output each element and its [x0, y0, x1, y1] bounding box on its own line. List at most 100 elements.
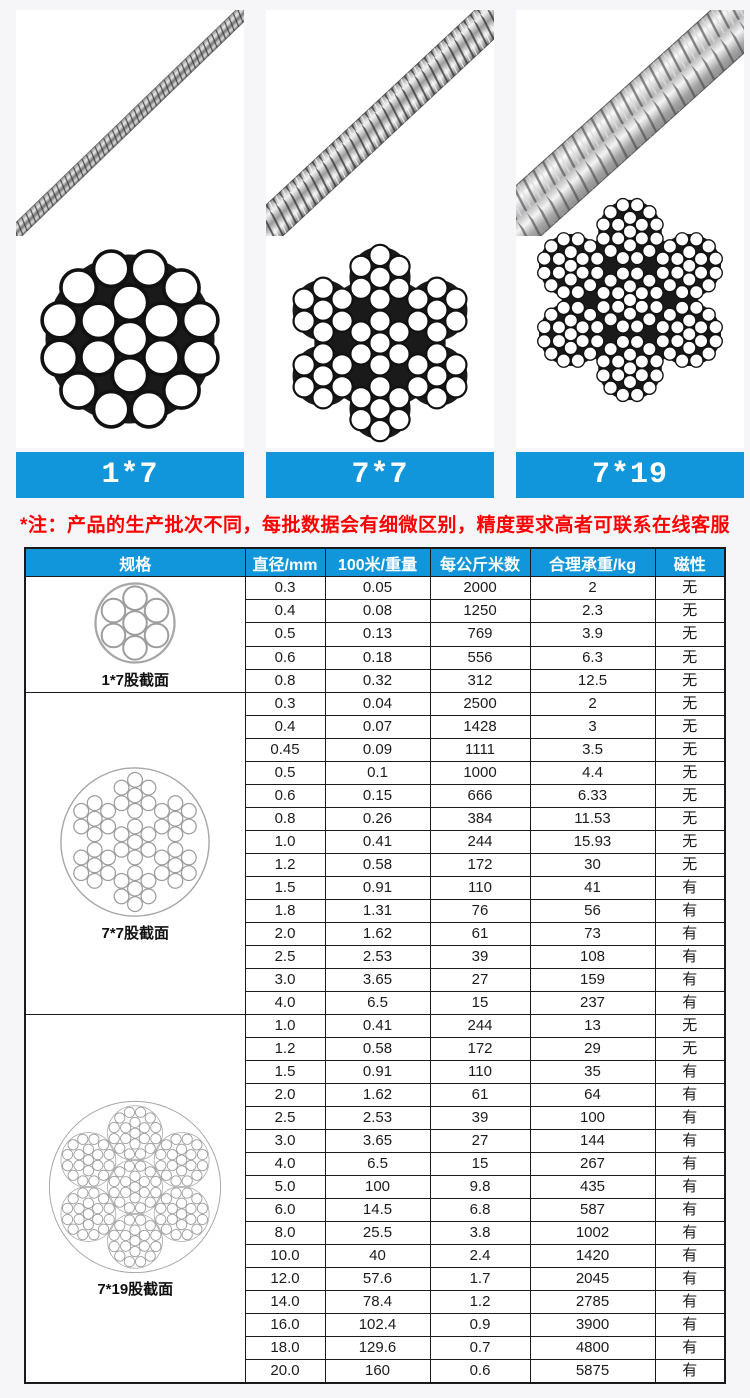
table-cell: 56	[529, 899, 656, 923]
col-header-0: 规格	[24, 547, 246, 577]
table-cell: 1.5	[244, 876, 326, 900]
table-cell: 0.41	[324, 1014, 431, 1038]
table-row: 7*19股截面 1.0 0.41 244 13 无	[24, 1014, 726, 1384]
table-cell: 587	[529, 1198, 656, 1222]
table-cell: 无	[654, 692, 726, 716]
table-cell: 1.31	[324, 899, 431, 923]
table-cell: 244	[429, 830, 531, 854]
table-cell: 有	[654, 1359, 726, 1384]
table-cell: 244	[429, 1014, 531, 1038]
table-cell: 无	[654, 784, 726, 808]
table-cell: 2.3	[529, 599, 656, 624]
spec-group-label: 7*7股截面	[101, 925, 170, 942]
table-cell: 29	[529, 1037, 656, 1061]
table-cell: 57.6	[324, 1267, 431, 1291]
table-row: 6.0 14.5 6.8 587 有	[25, 1198, 726, 1222]
table-cell: 15.93	[529, 830, 656, 854]
table-cell: 30	[529, 853, 656, 877]
table-cell: 4.0	[244, 1152, 326, 1176]
table-cell: 0.08	[324, 599, 431, 624]
table-cell: 27	[429, 1129, 531, 1153]
table-cell: 0.07	[324, 715, 431, 739]
table-row: 0.6 0.15 666 6.33 无	[25, 784, 726, 808]
table-cell: 6.5	[324, 991, 431, 1015]
table-cell: 5875	[529, 1359, 656, 1384]
table-cell: 1.5	[244, 1060, 326, 1084]
table-cell: 有	[654, 968, 726, 992]
table-row: 0.5 0.13 769 3.9 无	[25, 622, 726, 647]
table-cell: 2	[529, 575, 656, 601]
table-cell: 1.2	[244, 853, 326, 877]
table-cell: 0.26	[324, 807, 431, 831]
table-cell: 有	[654, 922, 726, 946]
cross-section-diagram-1x7	[40, 249, 220, 429]
table-row: 1.0 0.41 244 15.93 无	[25, 830, 726, 854]
table-cell: 无	[654, 1037, 726, 1061]
table-row: 2.5 2.53 39 108 有	[25, 945, 726, 969]
table-cell: 0.5	[244, 622, 326, 647]
spec-label-bar-7x19: 7*19	[516, 452, 744, 498]
table-cell: 108	[529, 945, 656, 969]
table-cell: 有	[654, 1244, 726, 1268]
table-cell: 0.91	[324, 1060, 431, 1084]
table-cell: 15	[429, 991, 531, 1015]
spec-group-label: 1*7股截面	[101, 672, 170, 689]
table-cell: 172	[429, 1037, 531, 1061]
spec-section-icon-0	[94, 582, 176, 664]
table-row: 10.0 40 2.4 1420 有	[25, 1244, 726, 1268]
product-preview-row: 1*7	[0, 0, 750, 498]
col-header-4: 合理承重/kg	[529, 547, 656, 577]
col-header-2: 100米/重量	[324, 547, 431, 577]
table-cell: 0.18	[324, 645, 431, 670]
table-cell: 0.8	[244, 807, 326, 831]
table-cell: 1.62	[324, 922, 431, 946]
table-cell: 40	[324, 1244, 431, 1268]
table-cell: 有	[654, 1083, 726, 1107]
table-cell: 61	[429, 1083, 531, 1107]
table-cell: 64	[529, 1083, 656, 1107]
table-cell: 159	[529, 968, 656, 992]
product-card-body	[16, 10, 244, 448]
table-cell: 1.2	[244, 1037, 326, 1061]
production-note: *注：产品的生产批次不同，每批数据会有细微区别，精度要求高者可联系在线客服	[20, 515, 730, 536]
table-cell: 0.6	[244, 784, 326, 808]
table-row: 2.5 2.53 39 100 有	[25, 1106, 726, 1130]
table-cell: 2.0	[244, 1083, 326, 1107]
table-cell: 13	[529, 1014, 656, 1038]
table-cell: 0.3	[244, 692, 326, 716]
table-cell: 2	[529, 692, 656, 716]
col-header-3: 每公斤米数	[429, 547, 531, 577]
table-cell: 1.62	[324, 1083, 431, 1107]
table-cell: 769	[429, 622, 531, 647]
table-cell: 无	[654, 853, 726, 877]
table-cell: 1420	[529, 1244, 656, 1268]
table-cell: 无	[654, 761, 726, 785]
table-cell: 2000	[429, 575, 531, 601]
table-cell: 0.91	[324, 876, 431, 900]
table-cell: 384	[429, 807, 531, 831]
table-row: 2.0 1.62 61 73 有	[25, 922, 726, 946]
table-cell: 16.0	[244, 1313, 326, 1337]
table-cell: 25.5	[324, 1221, 431, 1245]
table-cell: 无	[654, 645, 726, 670]
table-cell: 有	[654, 899, 726, 923]
table-cell: 0.1	[324, 761, 431, 785]
table-cell: 9.8	[429, 1175, 531, 1199]
table-cell: 有	[654, 1060, 726, 1084]
spec-table-header: 规格 直径/mm 100米/重量 每公斤米数 合理承重/kg 磁性	[24, 547, 726, 577]
table-cell: 有	[654, 991, 726, 1015]
wire-rope-photo-1x7	[16, 10, 244, 236]
table-cell: 10.0	[244, 1244, 326, 1268]
table-cell: 1428	[429, 715, 531, 739]
spec-cell-group-2: 7*19股截面	[24, 1014, 246, 1384]
table-cell: 0.4	[244, 599, 326, 624]
product-card-body	[266, 10, 494, 448]
col-header-1: 直径/mm	[244, 547, 326, 577]
table-cell: 312	[429, 668, 531, 694]
table-row: 7*7股截面 0.3 0.04 2500 2 无	[24, 692, 726, 1015]
table-cell: 2.5	[244, 1106, 326, 1130]
table-cell: 无	[654, 830, 726, 854]
product-card-7x19: 7*19	[516, 10, 744, 498]
table-cell: 无	[654, 738, 726, 762]
